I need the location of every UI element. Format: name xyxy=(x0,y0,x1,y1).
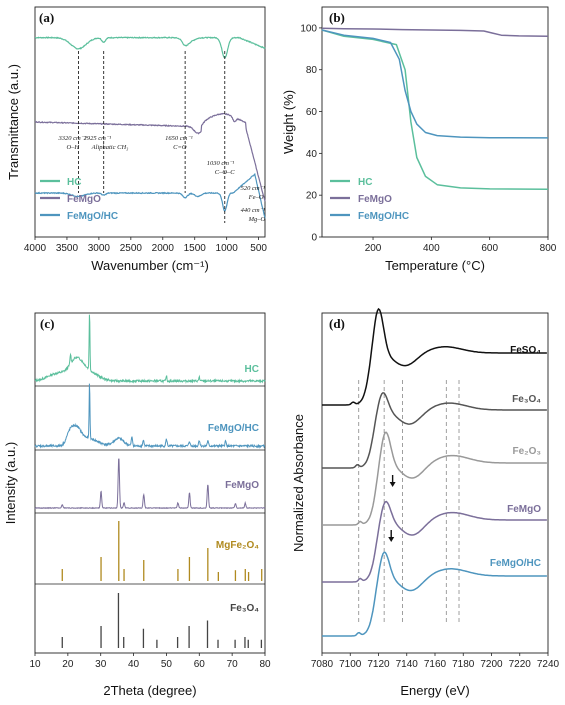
panel-d-x-axis-label: Energy (eV) xyxy=(400,683,469,698)
panel-a-annotation-group: O–H xyxy=(66,144,79,151)
panel-d-x-tick-label: 7160 xyxy=(424,659,447,670)
panel-a-annotation-group: C–O–C xyxy=(215,169,236,176)
panel-b-x-tick-label: 400 xyxy=(423,243,440,254)
panel-a-series-femgo-hc xyxy=(34,173,266,219)
panel-b-y-tick-label: 60 xyxy=(306,107,318,118)
panel-b-frame xyxy=(321,6,549,238)
panel-a-label: (a) xyxy=(39,10,54,25)
panel-b-series-hc xyxy=(321,29,549,191)
panel-b-y-axis-label: Weight (%) xyxy=(281,90,296,154)
panel-d-arrow-head xyxy=(389,482,396,487)
panel-b-x-tick-label: 200 xyxy=(365,243,382,254)
panel-c-series-label: FeMgO/HC xyxy=(208,423,259,434)
panel-d: 7080 7100 7120 7140 7160 7180 7200 7220 7240 Ener… xyxy=(291,307,560,698)
panel-d-x-tick-label: 7180 xyxy=(452,659,475,670)
panel-d-series-fe3o4 xyxy=(322,391,547,469)
panel-d-series-label: Fe₃O₄ xyxy=(512,394,541,405)
panel-a-annotation-group: C=O xyxy=(173,144,187,151)
panel-c-x-axis-label: 2Theta (degree) xyxy=(103,683,196,698)
panel-d-x-tick-label: 7140 xyxy=(396,659,419,670)
panel-a-annotation-value: 440 cm⁻¹ xyxy=(241,207,265,214)
panel-a-legend-label: FeMgO xyxy=(67,194,101,205)
panel-a-x-tick-label: 2000 xyxy=(152,243,175,254)
panel-b-y-tick-label: 20 xyxy=(306,191,318,202)
panel-c-x-tick-label: 60 xyxy=(194,659,206,670)
panel-a-x-tick-label: 4000 xyxy=(24,243,47,254)
panel-a-annotation-value: 2925 cm⁻¹ xyxy=(84,135,112,142)
panel-b-y-tick-label: 80 xyxy=(306,65,318,76)
panel-d-x-tick-label: 7240 xyxy=(537,659,560,670)
panel-a-x-tick-label: 1500 xyxy=(184,243,207,254)
panel-d-x-tick-label: 7120 xyxy=(367,659,390,670)
panel-a-x-tick-label: 500 xyxy=(250,243,267,254)
panel-b-legend-label: FeMgO xyxy=(358,194,392,205)
panel-c: 10 20 30 40 50 60 70 80 2Theta (degree) Intensity… xyxy=(3,312,271,698)
panel-b-y-tick-label: 100 xyxy=(300,23,317,34)
panel-d-series-feso4 xyxy=(322,307,547,406)
panel-a-y-axis-label: Transmittance (a.u.) xyxy=(6,64,21,180)
panel-a-x-axis-label: Wavenumber (cm⁻¹) xyxy=(91,258,209,273)
panel-c-series-femgo-hc xyxy=(34,383,266,449)
panel-a-annotation-group: Mg–O xyxy=(248,216,266,223)
panel-d-series-femgo-hc xyxy=(322,551,547,637)
panel-a-x-tick-label: 2500 xyxy=(120,243,143,254)
panel-a-annotation-value: 520 cm⁻¹ xyxy=(241,185,265,192)
panel-a-legend-label: HC xyxy=(67,177,81,188)
panel-a-annotation-value: 3320 cm⁻¹ xyxy=(57,135,86,142)
panel-c-series-femgo xyxy=(34,458,266,510)
panel-d-x-tick-label: 7100 xyxy=(339,659,362,670)
panel-d-x-tick-label: 7080 xyxy=(311,659,334,670)
panel-c-series-label: Fe₃O₄ xyxy=(230,603,259,614)
panel-b-x-tick-label: 600 xyxy=(481,243,498,254)
panel-d-y-axis-label: Normalized Absorbance xyxy=(291,414,306,552)
panel-c-x-tick-label: 10 xyxy=(29,659,41,670)
panel-b-y-tick-label: 0 xyxy=(311,233,317,244)
panel-b-x-tick-label: 800 xyxy=(540,243,557,254)
panel-a-annotation-value: 1650 cm⁻¹ xyxy=(165,135,193,142)
panel-a-annotation-value: 1030 cm⁻¹ xyxy=(207,160,235,167)
panel-c-series-label: FeMgO xyxy=(225,480,259,491)
panel-a-annotation-group: Aliphatic CH₃ xyxy=(91,144,129,151)
panel-a-x-tick-label: 3000 xyxy=(88,243,111,254)
panel-d-arrow-head xyxy=(388,537,395,542)
panel-d-frame xyxy=(321,312,549,654)
panel-a-x-tick-label: 1000 xyxy=(216,243,239,254)
panel-d-x-tick-label: 7220 xyxy=(509,659,532,670)
panel-b: 200 400 600 800 0 20 40 60 80 100 Temperature (°C)… xyxy=(281,6,557,273)
panel-c-label: (c) xyxy=(40,316,54,331)
panel-b-legend-label: HC xyxy=(358,177,372,188)
panel-d-label: (d) xyxy=(329,316,345,331)
panel-b-series-femgo xyxy=(321,27,549,38)
panel-b-legend-label: FeMgO/HC xyxy=(358,211,409,222)
panel-c-x-tick-label: 40 xyxy=(128,659,140,670)
panel-c-x-tick-label: 50 xyxy=(161,659,173,670)
panel-c-series-label: MgFe₂O₄ xyxy=(216,540,259,551)
panel-d-series-label: FeMgO/HC xyxy=(490,558,541,569)
panel-c-x-tick-label: 80 xyxy=(259,659,271,670)
panel-b-y-tick-label: 40 xyxy=(306,149,318,160)
panel-a-legend-label: FeMgO/HC xyxy=(67,211,118,222)
panel-a-x-tick-label: 3500 xyxy=(56,243,79,254)
panel-a: 4000 3500 3000 2500 2000 1500 1000 500 Wavenumbe… xyxy=(6,6,267,273)
panel-c-frame xyxy=(34,312,266,654)
panel-d-series-fe2o3 xyxy=(322,431,547,526)
panel-a-series-hc xyxy=(35,36,266,59)
panel-b-label: (b) xyxy=(329,10,345,25)
panel-d-series-label: Fe₂O₃ xyxy=(512,446,541,457)
panel-d-series-label: FeMgO xyxy=(507,504,541,515)
panel-b-series-femgo-hc xyxy=(321,29,549,139)
panel-c-series-label: HC xyxy=(245,364,259,375)
panel-c-x-tick-label: 30 xyxy=(95,659,107,670)
panel-c-x-tick-label: 20 xyxy=(62,659,74,670)
panel-c-y-axis-label: Intensity (a.u.) xyxy=(3,442,18,524)
panel-a-series-femgo xyxy=(34,112,266,202)
panel-c-x-tick-label: 70 xyxy=(227,659,239,670)
panel-a-annotation-group: Fe–O xyxy=(248,194,264,201)
panel-d-series-label: FeSO₄ xyxy=(510,345,541,356)
panel-b-x-axis-label: Temperature (°C) xyxy=(385,258,485,273)
panel-d-x-tick-label: 7200 xyxy=(480,659,503,670)
panel-c-series-hc xyxy=(34,314,266,384)
panel-d-series-femgo xyxy=(322,500,547,583)
